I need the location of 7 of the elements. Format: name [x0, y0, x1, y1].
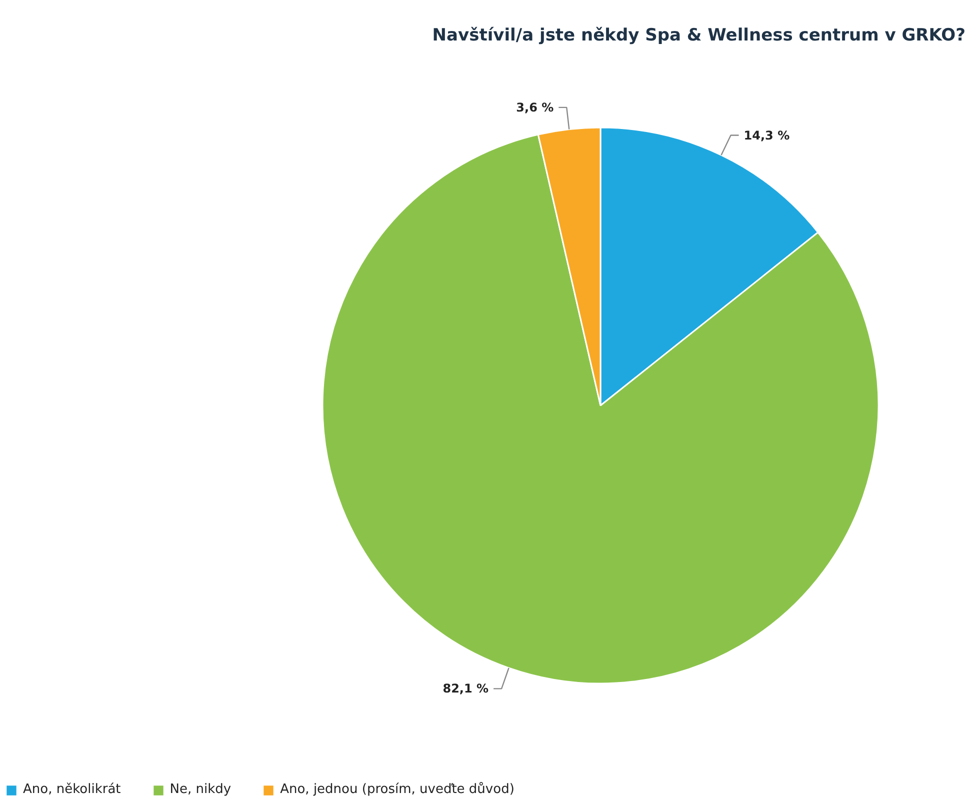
legend-label: Ano, několikrát	[23, 782, 121, 797]
data-label: 3,6 %	[516, 100, 554, 114]
data-label: 82,1 %	[442, 682, 489, 696]
legend-label: Ne, nikdy	[170, 782, 232, 797]
chart-title: Navštívil/a jste někdy Spa & Wellness centrum v GRKO?	[432, 26, 966, 46]
data-label: 14,3 %	[744, 128, 790, 142]
legend-label: Ano, jednou (prosím, uveďte důvod)	[280, 782, 514, 797]
